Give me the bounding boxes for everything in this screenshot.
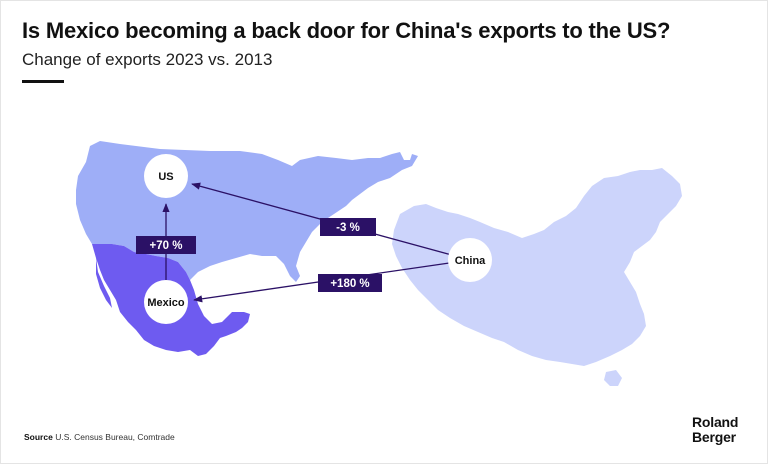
mexico-label: Mexico: [147, 297, 185, 309]
source-text: U.S. Census Bureau, Comtrade: [55, 432, 175, 442]
badge-china-us: -3 %: [320, 218, 376, 236]
source-note: Source U.S. Census Bureau, Comtrade: [24, 432, 175, 442]
china-shape: [392, 168, 682, 386]
badge-mexico-us: +70 %: [136, 236, 196, 254]
china-label: China: [455, 255, 486, 267]
roland-berger-logo: Roland Berger: [692, 415, 738, 445]
logo-line-1: Roland: [692, 414, 739, 430]
source-label: Source: [24, 432, 53, 442]
badge-china-us-text: -3 %: [336, 222, 360, 234]
us-label-marker: US: [144, 154, 188, 198]
logo-line-2: Berger: [692, 429, 736, 445]
badge-china-mexico: +180 %: [318, 274, 382, 292]
badge-china-mexico-text: +180 %: [330, 278, 369, 290]
page-title: Is Mexico becoming a back door for China…: [22, 18, 671, 43]
us-label: US: [158, 171, 173, 183]
page-subtitle: Change of exports 2023 vs. 2013: [22, 50, 273, 69]
mexico-label-marker: Mexico: [144, 280, 188, 324]
title-rule: [22, 80, 64, 83]
badge-mexico-us-text: +70 %: [150, 240, 183, 252]
china-label-marker: China: [448, 238, 492, 282]
